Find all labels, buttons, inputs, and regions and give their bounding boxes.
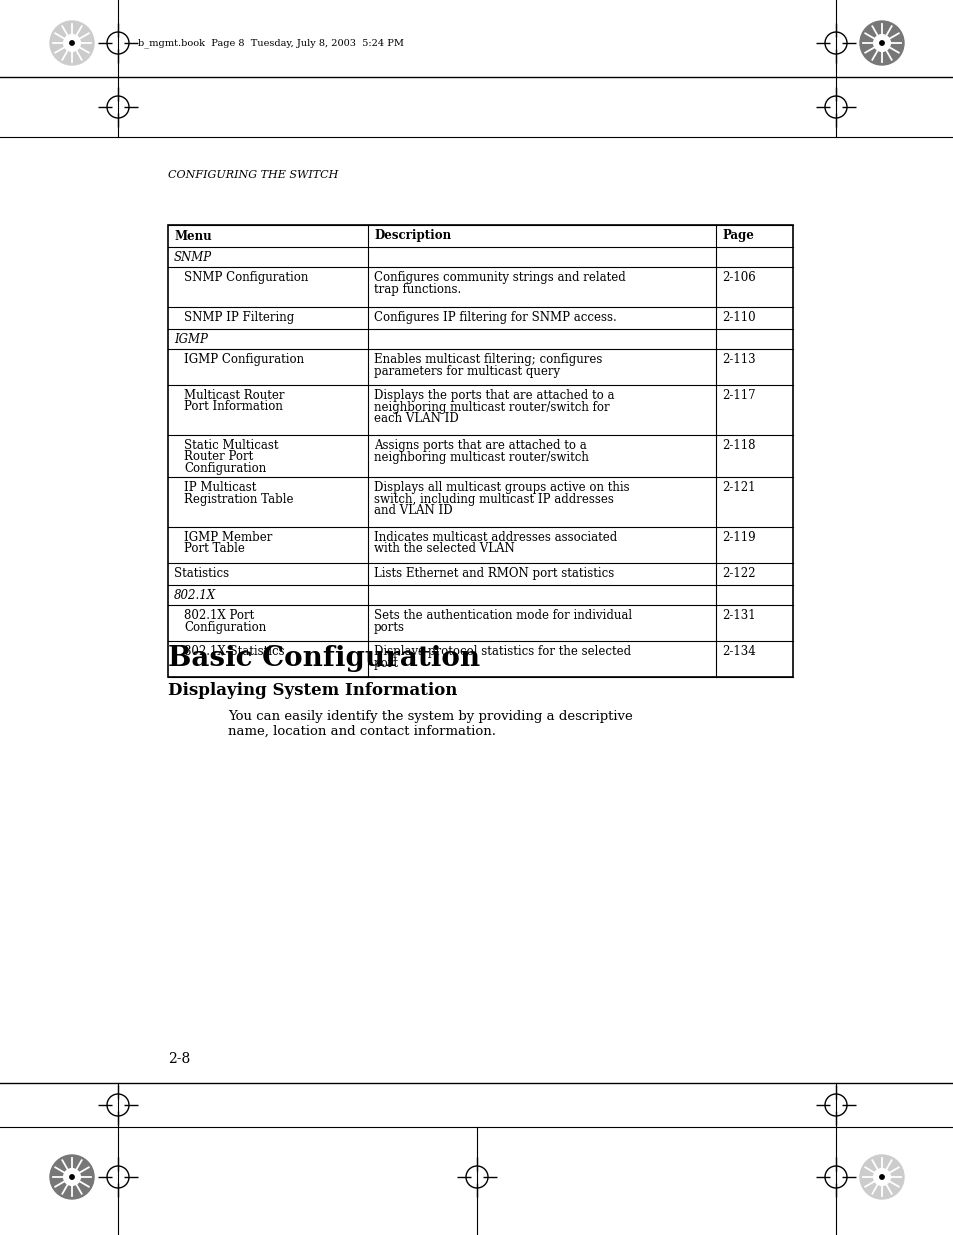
Text: Displays the ports that are attached to a: Displays the ports that are attached to … (374, 389, 614, 403)
Text: IGMP: IGMP (173, 333, 208, 346)
Text: Enables multicast filtering; configures: Enables multicast filtering; configures (374, 353, 601, 366)
Circle shape (70, 1174, 74, 1179)
Circle shape (50, 21, 94, 65)
Circle shape (873, 1168, 889, 1186)
Text: Static Multicast: Static Multicast (184, 438, 278, 452)
Text: Statistics: Statistics (173, 567, 229, 580)
Text: and VLAN ID: and VLAN ID (374, 504, 452, 517)
Text: Page: Page (721, 230, 753, 242)
Text: Port Information: Port Information (184, 400, 283, 414)
Text: parameters for multicast query: parameters for multicast query (374, 364, 559, 378)
Text: each VLAN ID: each VLAN ID (374, 412, 458, 425)
Text: port: port (374, 657, 398, 669)
Text: SNMP Configuration: SNMP Configuration (184, 270, 308, 284)
Text: 802.1X Port: 802.1X Port (184, 609, 254, 622)
Text: SNMP IP Filtering: SNMP IP Filtering (184, 311, 294, 324)
Text: Assigns ports that are attached to a: Assigns ports that are attached to a (374, 438, 586, 452)
Text: Menu: Menu (173, 230, 212, 242)
Circle shape (70, 41, 74, 46)
Bar (168, 225, 792, 677)
Text: 2-131: 2-131 (721, 609, 755, 622)
Text: Lists Ethernet and RMON port statistics: Lists Ethernet and RMON port statistics (374, 567, 614, 580)
Text: Configures IP filtering for SNMP access.: Configures IP filtering for SNMP access. (374, 311, 616, 324)
Text: 2-113: 2-113 (721, 353, 755, 366)
Text: 2-121: 2-121 (721, 480, 755, 494)
Text: ports: ports (374, 620, 405, 634)
Circle shape (859, 21, 903, 65)
Text: 2-118: 2-118 (721, 438, 755, 452)
Text: IGMP Member: IGMP Member (184, 531, 273, 543)
Text: trap functions.: trap functions. (374, 283, 460, 295)
Text: IP Multicast: IP Multicast (184, 480, 256, 494)
Text: name, location and contact information.: name, location and contact information. (228, 725, 496, 739)
Circle shape (879, 1174, 883, 1179)
Text: Configures community strings and related: Configures community strings and related (374, 270, 625, 284)
Text: 2-119: 2-119 (721, 531, 755, 543)
Text: Displaying System Information: Displaying System Information (168, 682, 456, 699)
Text: 2-8: 2-8 (168, 1052, 190, 1066)
Text: You can easily identify the system by providing a descriptive: You can easily identify the system by pr… (228, 710, 632, 722)
Text: SNMP: SNMP (173, 251, 212, 264)
Text: Displays protocol statistics for the selected: Displays protocol statistics for the sel… (374, 645, 631, 658)
Text: with the selected VLAN: with the selected VLAN (374, 542, 515, 556)
Text: 2-110: 2-110 (721, 311, 755, 324)
Text: CONFIGURING THE SWITCH: CONFIGURING THE SWITCH (168, 170, 338, 180)
Circle shape (64, 35, 80, 52)
Circle shape (50, 1155, 94, 1199)
Text: 2-106: 2-106 (721, 270, 755, 284)
Text: Multicast Router: Multicast Router (184, 389, 284, 403)
Text: Description: Description (374, 230, 451, 242)
Circle shape (879, 41, 883, 46)
Circle shape (859, 1155, 903, 1199)
Text: IGMP Configuration: IGMP Configuration (184, 353, 304, 366)
Text: 2-134: 2-134 (721, 645, 755, 658)
Text: 802.1X Statistics: 802.1X Statistics (184, 645, 284, 658)
Text: Basic Configuration: Basic Configuration (168, 645, 479, 672)
Text: Sets the authentication mode for individual: Sets the authentication mode for individ… (374, 609, 632, 622)
Text: Configuration: Configuration (184, 462, 266, 475)
Text: neighboring multicast router/switch for: neighboring multicast router/switch for (374, 400, 609, 414)
Circle shape (873, 35, 889, 52)
Text: switch, including multicast IP addresses: switch, including multicast IP addresses (374, 493, 613, 505)
Circle shape (64, 1168, 80, 1186)
Text: Configuration: Configuration (184, 620, 266, 634)
Text: Displays all multicast groups active on this: Displays all multicast groups active on … (374, 480, 629, 494)
Text: Router Port: Router Port (184, 451, 253, 463)
Text: neighboring multicast router/switch: neighboring multicast router/switch (374, 451, 588, 463)
Text: Registration Table: Registration Table (184, 493, 294, 505)
Text: b_mgmt.book  Page 8  Tuesday, July 8, 2003  5:24 PM: b_mgmt.book Page 8 Tuesday, July 8, 2003… (138, 38, 403, 48)
Text: Port Table: Port Table (184, 542, 245, 556)
Text: 2-117: 2-117 (721, 389, 755, 403)
Text: 2-122: 2-122 (721, 567, 755, 580)
Text: Indicates multicast addresses associated: Indicates multicast addresses associated (374, 531, 617, 543)
Text: 802.1X: 802.1X (173, 589, 216, 601)
